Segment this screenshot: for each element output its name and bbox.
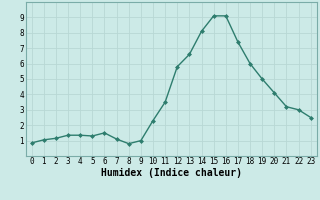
- X-axis label: Humidex (Indice chaleur): Humidex (Indice chaleur): [101, 168, 242, 178]
